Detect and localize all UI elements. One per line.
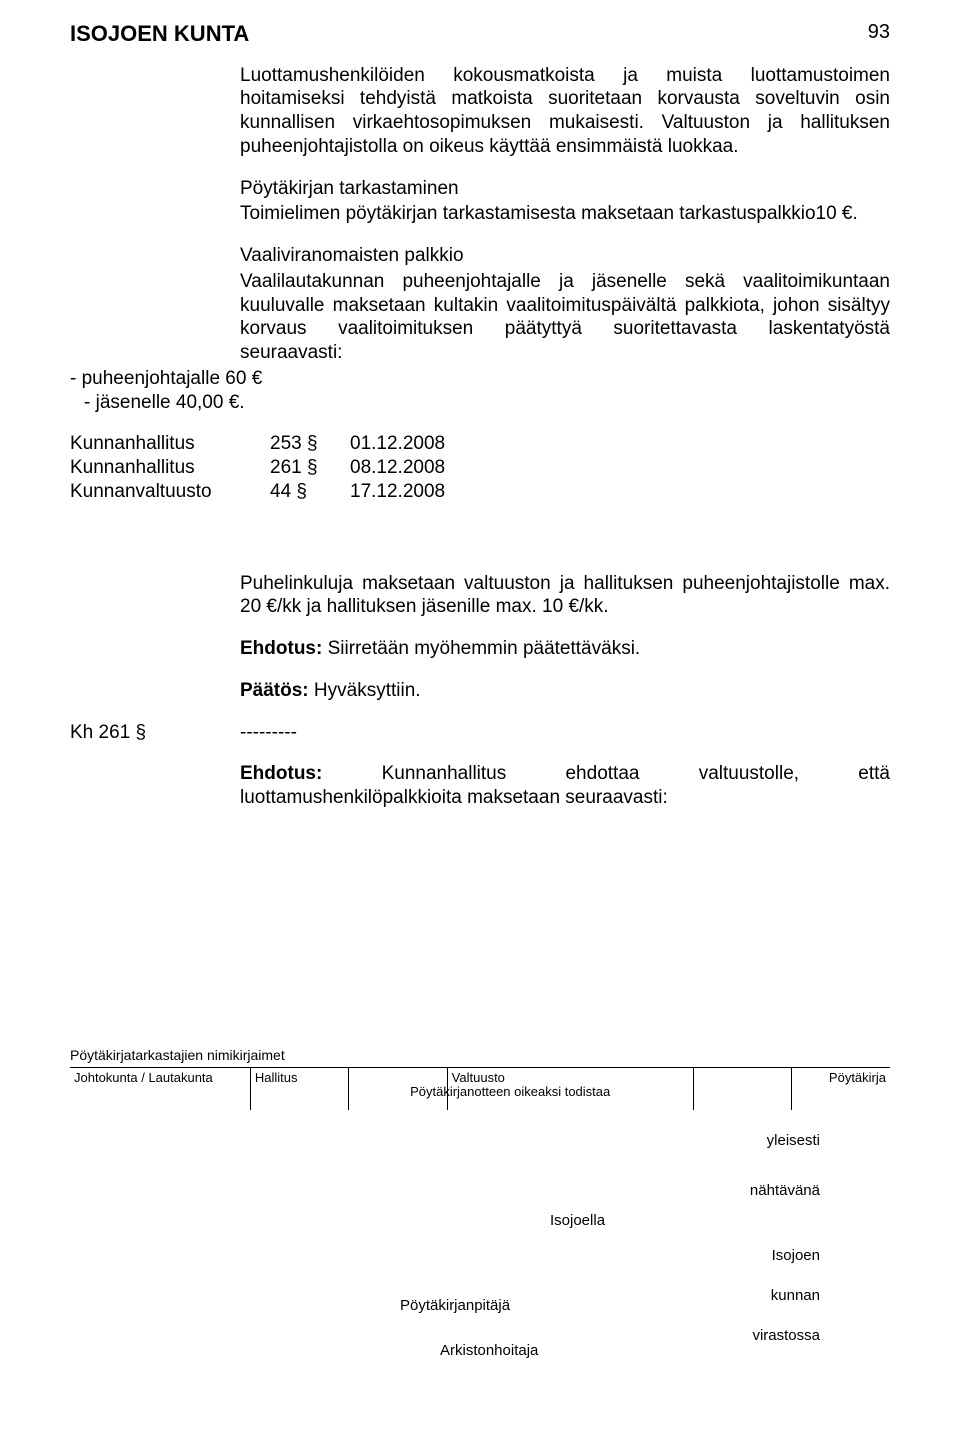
meeting-body: Kunnanhallitus bbox=[70, 456, 270, 480]
footer-word: yleisesti bbox=[767, 1132, 820, 1151]
meeting-row: Kunnanhallitus 253 § 01.12.2008 bbox=[70, 432, 890, 456]
paragraph-2: Toimielimen pöytäkirjan tarkastamisesta … bbox=[240, 202, 890, 226]
paragraph-7: Ehdotus: Kunnanhallitus ehdottaa valtuus… bbox=[240, 762, 890, 810]
footer-word: kunnan bbox=[771, 1287, 820, 1306]
meeting-body: Kunnanvaltuusto bbox=[70, 480, 270, 504]
footer: Pöytäkirjatarkastajien nimikirjaimet Joh… bbox=[70, 1047, 890, 1421]
paragraph-4: Puhelinkuluja maksetaan valtuuston ja ha… bbox=[240, 572, 890, 620]
sig-cell: Valtuusto Pöytäkirjanotteen oikeaksi tod… bbox=[447, 1068, 693, 1111]
fee-list: puheenjohtajalle 60 € jäsenelle 40,00 €. bbox=[70, 367, 890, 415]
ehdotus-label: Ehdotus: bbox=[240, 638, 322, 659]
footer-title: Pöytäkirjatarkastajien nimikirjaimet bbox=[70, 1047, 890, 1065]
meeting-date: 01.12.2008 bbox=[350, 432, 550, 456]
footer-word: nähtävänä bbox=[750, 1182, 820, 1201]
kh-row: Kh 261 § --------- bbox=[70, 721, 890, 745]
list-item: puheenjohtajalle 60 € bbox=[70, 367, 890, 391]
page-number: 93 bbox=[868, 20, 890, 45]
header-title: ISOJOEN KUNTA bbox=[70, 20, 249, 48]
footer-word: Pöytäkirjanpitäjä bbox=[400, 1297, 510, 1316]
paragraph-6: Päätös: Hyväksyttiin. bbox=[240, 679, 890, 703]
otteen-label: Pöytäkirjanotteen oikeaksi todistaa bbox=[388, 1084, 633, 1100]
meeting-section: 253 § bbox=[270, 432, 350, 456]
paragraph-5: Ehdotus: Siirretään myöhemmin päätettävä… bbox=[240, 637, 890, 661]
paragraph-2-title: Pöytäkirjan tarkastaminen bbox=[240, 177, 890, 201]
sig-cell: Johtokunta / Lautakunta bbox=[70, 1068, 250, 1111]
sig-cell: Pöytäkirja bbox=[792, 1068, 890, 1111]
sig-cell: Hallitus bbox=[250, 1068, 348, 1111]
header: ISOJOEN KUNTA 93 bbox=[70, 20, 890, 48]
meeting-section: 261 § bbox=[270, 456, 350, 480]
sig-cell bbox=[693, 1068, 791, 1111]
meeting-row: Kunnanhallitus 261 § 08.12.2008 bbox=[70, 456, 890, 480]
paragraph-3-title: Vaaliviranomaisten palkkio bbox=[240, 244, 890, 268]
meeting-body: Kunnanhallitus bbox=[70, 432, 270, 456]
ehdotus-text-2: Kunnanhallitus ehdottaa valtuustolle, et… bbox=[240, 763, 890, 808]
meeting-row: Kunnanvaltuusto 44 § 17.12.2008 bbox=[70, 480, 890, 504]
meeting-date: 17.12.2008 bbox=[350, 480, 550, 504]
ehdotus-text: Siirretään myöhemmin päätettäväksi. bbox=[322, 638, 640, 659]
meeting-date: 08.12.2008 bbox=[350, 456, 550, 480]
footer-word: Isojoen bbox=[772, 1247, 820, 1266]
kh-dash: --------- bbox=[240, 721, 297, 745]
footer-word: Isojoella bbox=[550, 1212, 605, 1231]
footer-word: virastossa bbox=[752, 1327, 820, 1346]
document-page: ISOJOEN KUNTA 93 Luottamushenkilöiden ko… bbox=[0, 0, 960, 1438]
signature-table: Johtokunta / Lautakunta Hallitus Valtuus… bbox=[70, 1067, 890, 1110]
paragraph-1: Luottamushenkilöiden kokousmatkoista ja … bbox=[240, 64, 890, 159]
valtuusto-label: Valtuusto bbox=[452, 1070, 505, 1085]
paragraph-3: Vaalilautakunnan puheenjohtajalle ja jäs… bbox=[240, 270, 890, 365]
footer-word: Arkistonhoitaja bbox=[440, 1342, 538, 1361]
table-row: Johtokunta / Lautakunta Hallitus Valtuus… bbox=[70, 1068, 890, 1111]
meeting-references: Kunnanhallitus 253 § 01.12.2008 Kunnanha… bbox=[70, 432, 890, 503]
kh-label: Kh 261 § bbox=[70, 721, 240, 745]
paatos-label: Päätös: bbox=[240, 680, 309, 701]
ehdotus-label-2: Ehdotus: bbox=[240, 763, 322, 784]
list-item: jäsenelle 40,00 €. bbox=[70, 391, 890, 415]
paatos-text: Hyväksyttiin. bbox=[309, 680, 421, 701]
meeting-section: 44 § bbox=[270, 480, 350, 504]
